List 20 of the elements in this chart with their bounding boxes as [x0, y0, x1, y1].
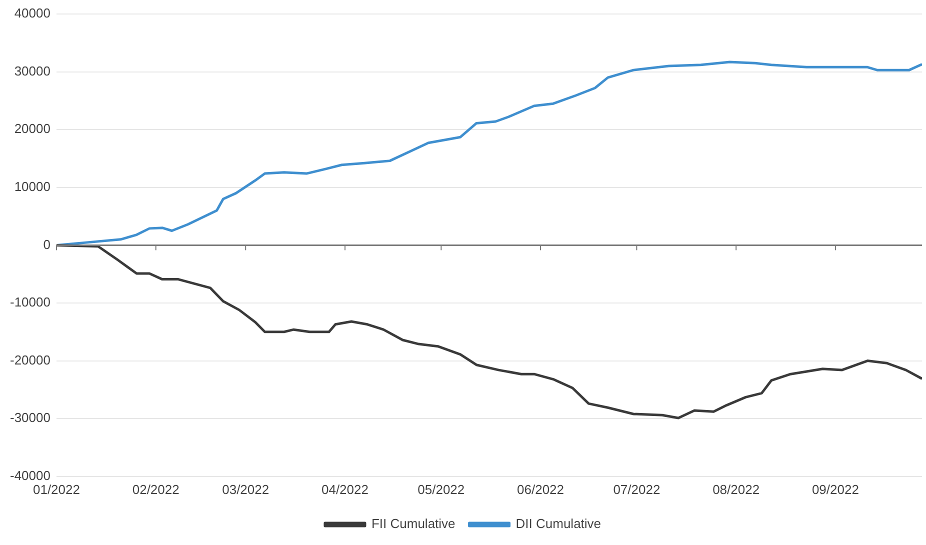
- y-tick-label: 40000: [14, 6, 50, 21]
- x-tick-label: 05/2022: [418, 482, 465, 497]
- x-tick-label: 06/2022: [517, 482, 564, 497]
- y-tick-label: -20000: [10, 352, 50, 368]
- x-tick-label: 03/2022: [222, 482, 270, 497]
- legend-label: FII Cumulative: [371, 516, 456, 532]
- y-tick-label: -40000: [10, 468, 50, 483]
- x-tick-label: 08/2022: [712, 482, 760, 497]
- y-tick-label: -30000: [10, 410, 50, 426]
- y-tick-label: -10000: [10, 294, 50, 310]
- x-tick-label: 02/2022: [132, 482, 180, 497]
- y-tick-label: 20000: [14, 121, 50, 136]
- y-tick-label: 10000: [14, 178, 50, 194]
- y-tick-label: 30000: [14, 63, 50, 78]
- x-tick-label: 07/2022: [613, 482, 660, 497]
- y-tick-label: 0: [43, 236, 50, 252]
- x-tick-label: 09/2022: [812, 482, 859, 497]
- x-tick-label: 01/2022: [32, 482, 80, 497]
- x-tick-label: 04/2022: [321, 482, 368, 497]
- legend-label: DII Cumulative: [516, 516, 602, 532]
